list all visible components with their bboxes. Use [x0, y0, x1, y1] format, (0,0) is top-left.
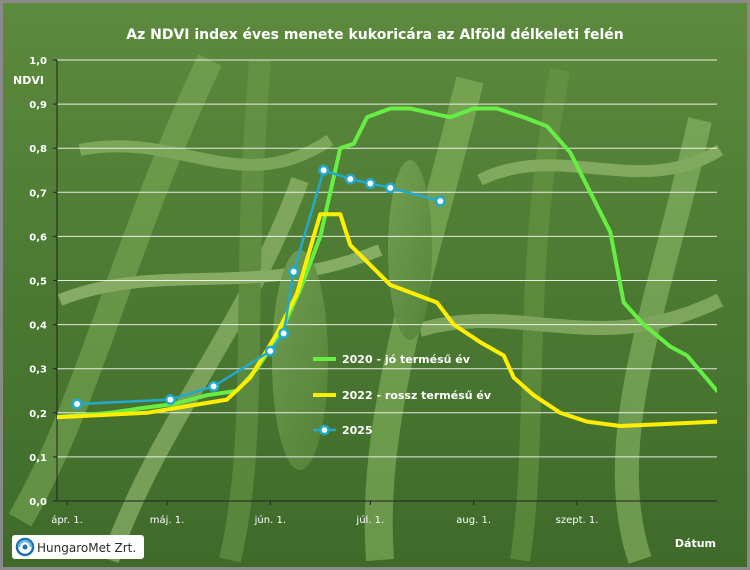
series-point-2-3	[264, 345, 276, 357]
y-tick-label: 0,3	[29, 365, 47, 376]
gridlines	[57, 59, 717, 458]
logo-background	[12, 535, 144, 559]
legend-label-2: 2025	[342, 424, 373, 437]
series-line-1	[57, 212, 717, 428]
x-tick-label: júl. 1.	[355, 514, 384, 526]
logo-text: HungaroMet Zrt.	[37, 541, 136, 555]
y-tick-label: 0,1	[29, 453, 47, 464]
y-tick-label: 1,0	[29, 56, 47, 67]
chart-title: Az NDVI index éves menete kukoricára az …	[126, 27, 624, 43]
y-tick-label: 0,6	[29, 232, 47, 243]
series-point-2-9	[384, 182, 396, 194]
series-point-2-7	[344, 173, 356, 185]
series-layer	[57, 106, 717, 428]
series-point-2-10	[434, 195, 446, 207]
y-tick-label: 0,4	[29, 321, 47, 332]
y-tick-labels: 0,0 0,1 0,2 0,3 0,4 0,5 0,6 0,7 0,8 0,9 1,0	[29, 56, 57, 508]
x-tick-label: aug. 1.	[456, 515, 491, 526]
series-point-2-2	[208, 380, 220, 392]
logo-swirl-icon	[15, 537, 35, 557]
y-tick-label: 0,7	[29, 188, 47, 199]
legend-marker-2	[319, 424, 330, 436]
y-tick-label: 0,0	[29, 497, 47, 508]
series-point-2-1	[164, 394, 176, 406]
x-tick-label: szept. 1.	[556, 515, 599, 526]
x-tick-labels: ápr. 1. máj. 1. jún. 1. júl. 1. aug. 1. szept…	[51, 501, 598, 526]
legend-label-0: 2020 - jó termésű év	[342, 353, 471, 366]
x-tick-label: máj. 1.	[150, 514, 185, 526]
y-tick-label: 0,8	[29, 144, 47, 155]
x-axis-label: Dátum	[675, 537, 716, 550]
series-point-2-4	[278, 327, 290, 339]
legend: 2020 - jó termésű év 2022 - rossz termésű…	[313, 353, 492, 437]
series-point-2-0	[71, 398, 83, 410]
hungaromet-logo: HungaroMet Zrt.	[12, 535, 144, 559]
y-axis-label: NDVI	[13, 74, 44, 87]
series-line-0	[57, 106, 717, 420]
legend-label-1: 2022 - rossz termésű év	[342, 389, 492, 402]
series-point-2-8	[364, 178, 376, 189]
series-point-2-6	[318, 164, 330, 176]
x-tick-label: jún. 1.	[254, 514, 286, 526]
y-tick-label: 0,5	[29, 277, 47, 288]
y-tick-label: 0,9	[29, 100, 47, 111]
y-tick-label: 0,2	[29, 409, 47, 420]
x-tick-label: ápr. 1.	[51, 514, 83, 526]
series-point-2-5	[288, 266, 300, 278]
